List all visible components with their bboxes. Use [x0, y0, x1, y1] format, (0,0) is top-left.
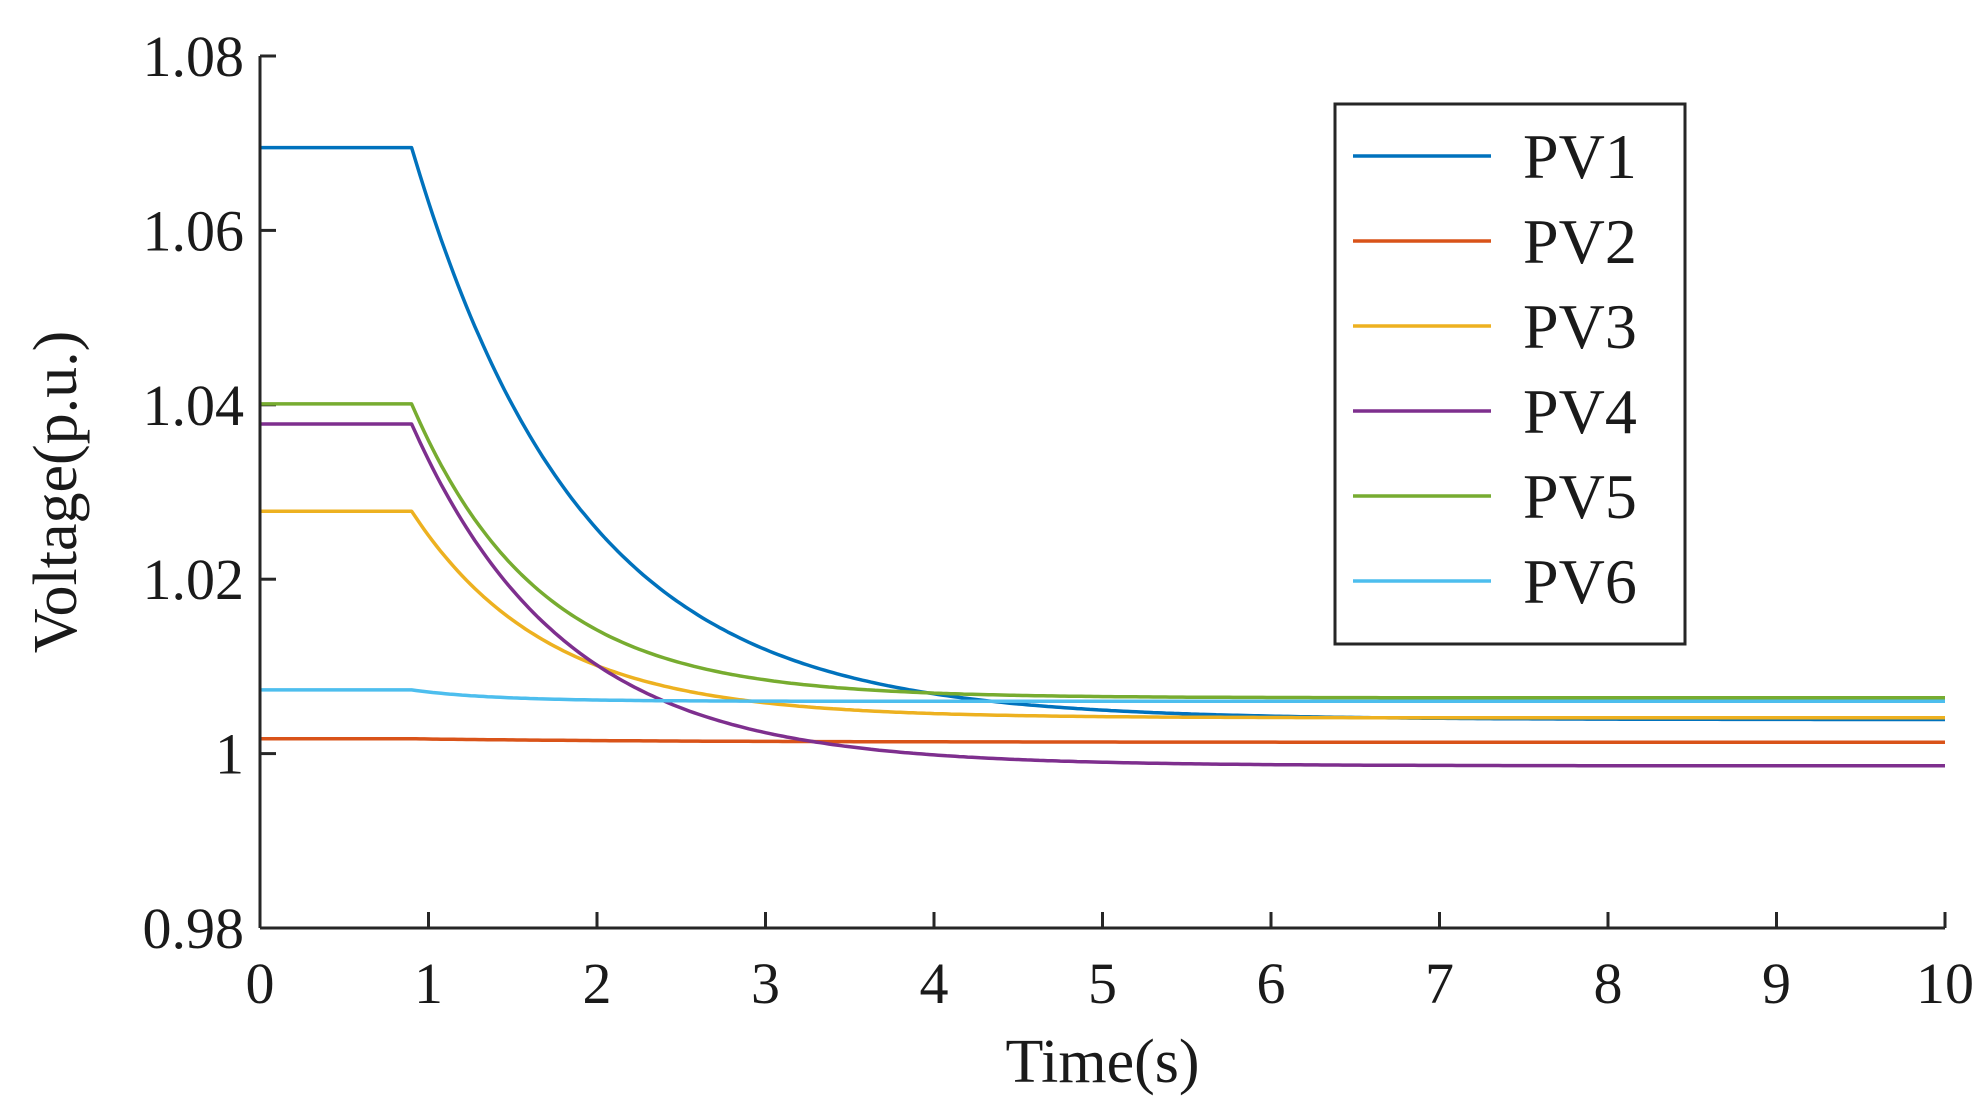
x-tick-label: 2 — [583, 951, 612, 1016]
series-line-pv2 — [260, 737, 1945, 745]
x-axis-title: Time(s) — [1005, 1028, 1199, 1096]
series-line-pv5 — [260, 402, 1945, 700]
x-tick-label: 1 — [414, 951, 443, 1016]
legend-label-pv1: PV1 — [1523, 121, 1637, 192]
legend-label-pv2: PV2 — [1523, 206, 1637, 277]
legend-label-pv3: PV3 — [1523, 291, 1637, 362]
y-tick-label: 1.04 — [143, 373, 245, 438]
x-tick-label: 6 — [1257, 951, 1286, 1016]
series-line-pv6 — [260, 688, 1945, 704]
series-line-pv1 — [260, 145, 1945, 722]
x-tick-label: 0 — [246, 951, 275, 1016]
legend-label-pv4: PV4 — [1523, 376, 1637, 447]
y-tick-label: 1.02 — [143, 547, 245, 612]
legend: PV1 PV2 PV3 PV4 PV5 PV6 — [1333, 102, 1687, 646]
x-tick-label: 9 — [1762, 951, 1791, 1016]
x-tick-label: 8 — [1594, 951, 1623, 1016]
y-tick-label: 1.06 — [143, 198, 245, 263]
legend-label-pv5: PV5 — [1523, 461, 1637, 532]
x-tick-label: 5 — [1088, 951, 1117, 1016]
x-axis-ticks: 0 1 2 3 4 5 6 7 8 9 10 — [246, 912, 1974, 1016]
x-tick-label: 10 — [1916, 951, 1974, 1016]
y-tick-label: 0.98 — [143, 896, 245, 961]
legend-items: PV1 PV2 PV3 PV4 PV5 PV6 — [1353, 121, 1637, 617]
y-axis-title: Voltage(p.u.) — [22, 331, 90, 654]
y-axis-ticks: 0.98 1 1.02 1.04 1.06 1.08 — [143, 24, 276, 961]
y-tick-label: 1.08 — [143, 24, 245, 89]
legend-box — [1333, 102, 1687, 646]
series-lines — [260, 145, 1945, 768]
y-tick-label: 1 — [215, 722, 244, 787]
x-tick-label: 3 — [751, 951, 780, 1016]
series-line-pv3 — [260, 509, 1945, 720]
x-tick-label: 7 — [1425, 951, 1454, 1016]
legend-label-pv6: PV6 — [1523, 546, 1637, 617]
x-tick-label: 4 — [920, 951, 949, 1016]
series-line-pv4 — [260, 422, 1945, 768]
